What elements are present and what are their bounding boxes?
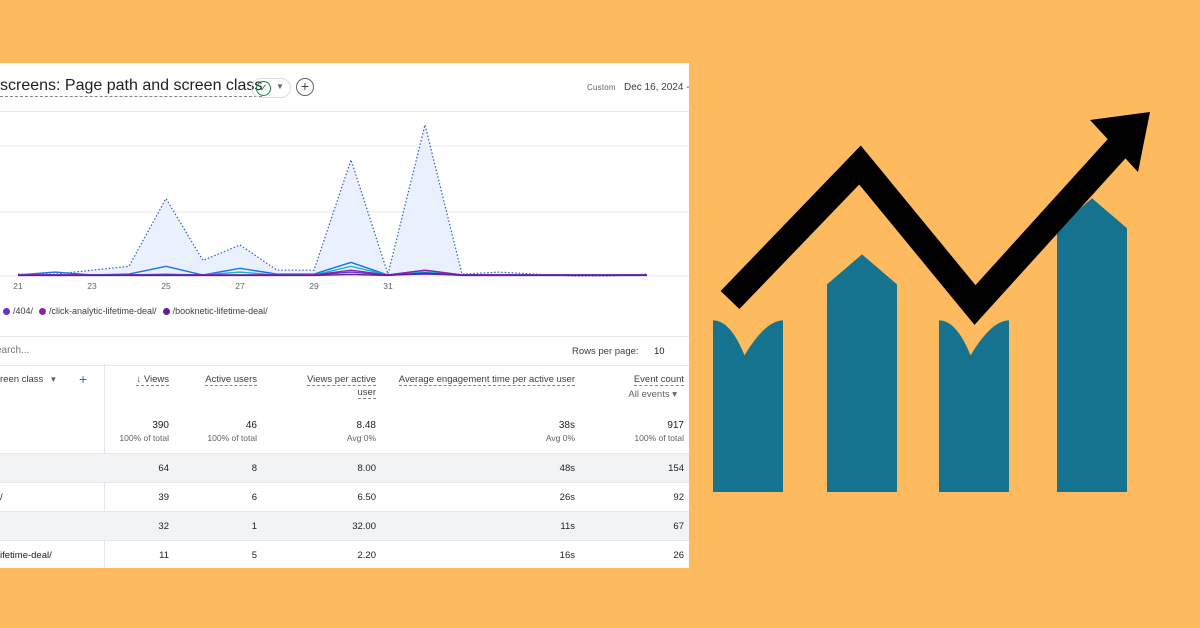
table-cell: 11: [159, 550, 169, 561]
views-line-chart: 21 23 25 27 29 31: [0, 124, 689, 291]
x-tick-label: 27: [235, 281, 245, 291]
table-row[interactable]: ifetime-deal/11 5 2.20 16s 26: [0, 540, 689, 568]
table-cell: 32: [158, 521, 169, 532]
growth-chart-illustration: [713, 112, 1150, 493]
trend-arrow-shaft: [720, 136, 1130, 325]
table-cell: 92: [673, 492, 684, 503]
event-selector-label: All events: [628, 389, 670, 400]
illustration-bar: [1057, 198, 1127, 493]
table-cell: 8.00: [357, 463, 377, 474]
legend-label: /404/: [13, 306, 34, 316]
legend-label: /booknetic-lifetime-deal/: [172, 306, 268, 316]
table-cell: 64: [158, 463, 169, 474]
table-cell: 26: [673, 550, 684, 561]
table-cell: 16s: [559, 550, 575, 561]
x-tick-label: 31: [383, 281, 393, 291]
table-cell: 2.20: [357, 550, 377, 561]
illustration-bar: [939, 320, 1009, 492]
total-value: 46: [245, 420, 257, 431]
legend-label: /click-analytic-lifetime-deal/: [49, 306, 157, 316]
dimension-header[interactable]: reen class ▼: [0, 374, 57, 385]
column-header[interactable]: Average engagement time per active user: [395, 373, 575, 386]
table-cell: 5: [251, 550, 257, 561]
series-line-5: [18, 272, 647, 277]
series-area: [18, 124, 647, 277]
page-path-cell[interactable]: ifetime-deal/: [0, 550, 52, 561]
x-tick-label: 29: [309, 281, 319, 291]
analytics-report-panel: screens: Page path and screen class ✓ ▼ …: [0, 63, 689, 568]
column-header-label: Views per active user: [307, 374, 376, 399]
legend-dot: [39, 308, 47, 315]
column-header-label: Event count: [633, 374, 684, 386]
total-share: Avg 0%: [346, 433, 376, 443]
column-total: 8.48 Avg 0%: [347, 420, 376, 443]
x-tick-label: 23: [87, 281, 97, 291]
event-selector[interactable]: All events ▾: [628, 389, 677, 400]
table-cell: 32.00: [352, 521, 376, 532]
table-cell: 6: [251, 492, 257, 503]
table-cell: 26s: [559, 492, 575, 503]
rows-per-page-label: Rows per page:: [572, 346, 639, 357]
column-header[interactable]: ↓ Views: [109, 373, 169, 386]
x-tick-label: 25: [161, 281, 171, 291]
total-share: 100% of total: [634, 433, 684, 443]
date-range-picker[interactable]: Dec 16, 2024 -: [624, 82, 689, 93]
page-path-cell[interactable]: /: [0, 492, 3, 503]
trend-arrow-head-icon: [1090, 112, 1150, 172]
table-cell: 11s: [560, 521, 575, 532]
table-row[interactable]: 32 1 32.00 11s 67: [0, 511, 689, 541]
add-dimension-button[interactable]: +: [79, 371, 88, 387]
table-cell: 48s: [559, 463, 575, 474]
comparison-status-chip[interactable]: ✓ ▼: [251, 78, 291, 98]
chart-legend: /404/ /click-analytic-lifetime-deal/ /book…: [0, 306, 274, 316]
total-share: Avg 0%: [545, 433, 575, 443]
table-cell: 6.50: [357, 492, 377, 503]
chevron-down-icon: ▼: [276, 82, 284, 91]
table-cell: 1: [251, 521, 257, 532]
column-header[interactable]: Views per active user: [286, 373, 376, 399]
legend-item[interactable]: /404/: [13, 306, 33, 316]
column-header-label: Average engagement time per active user: [398, 374, 575, 386]
column-total: 38s Avg 0%: [546, 420, 575, 443]
illustration-bar: [713, 320, 783, 492]
legend-item[interactable]: /booknetic-lifetime-deal/: [162, 306, 268, 316]
total-value: 917: [667, 420, 684, 431]
x-tick-label: 21: [13, 281, 23, 291]
dimension-header-label: reen class: [0, 374, 44, 385]
column-total: 46 100% of total: [207, 420, 257, 443]
table-row[interactable]: / 39 6 6.50 26s 92: [0, 482, 689, 512]
legend-dot: [162, 308, 170, 315]
column-header-label: ↓ Views: [136, 374, 169, 386]
total-value: 8.48: [356, 420, 376, 431]
report-title[interactable]: screens: Page path and screen class: [0, 77, 263, 97]
search-input[interactable]: [0, 341, 196, 359]
series-line-total: [18, 124, 648, 277]
column-header[interactable]: Active users: [197, 373, 257, 386]
table-cell: 67: [673, 521, 684, 532]
column-total: 917 100% of total: [634, 420, 684, 443]
legend-dot: [3, 308, 10, 315]
column-total: 390 100% of total: [119, 420, 169, 443]
report-header: screens: Page path and screen class ✓ ▼ …: [0, 63, 689, 112]
table-cell: 8: [251, 463, 257, 474]
rows-per-page-select[interactable]: 10: [654, 346, 665, 357]
table-row[interactable]: 64 8 8.00 48s 154: [0, 453, 689, 483]
column-header-label: Active users: [205, 374, 257, 386]
total-value: 38s: [558, 420, 575, 431]
table-cell: 154: [668, 463, 684, 474]
chevron-down-icon: ▼: [49, 375, 58, 384]
check-circle-icon: ✓: [256, 81, 271, 96]
column-header[interactable]: Event count: [604, 373, 684, 386]
legend-item[interactable]: /click-analytic-lifetime-deal/: [39, 306, 157, 316]
illustration-bar: [827, 254, 897, 492]
total-value: 390: [152, 420, 169, 431]
total-share: 100% of total: [119, 433, 169, 443]
table-cell: 39: [158, 492, 169, 503]
total-share: 100% of total: [207, 433, 257, 443]
date-range-label: Custom: [587, 83, 616, 92]
table-toolbar: Rows per page: 10: [0, 336, 689, 366]
add-comparison-button[interactable]: +: [296, 78, 314, 96]
